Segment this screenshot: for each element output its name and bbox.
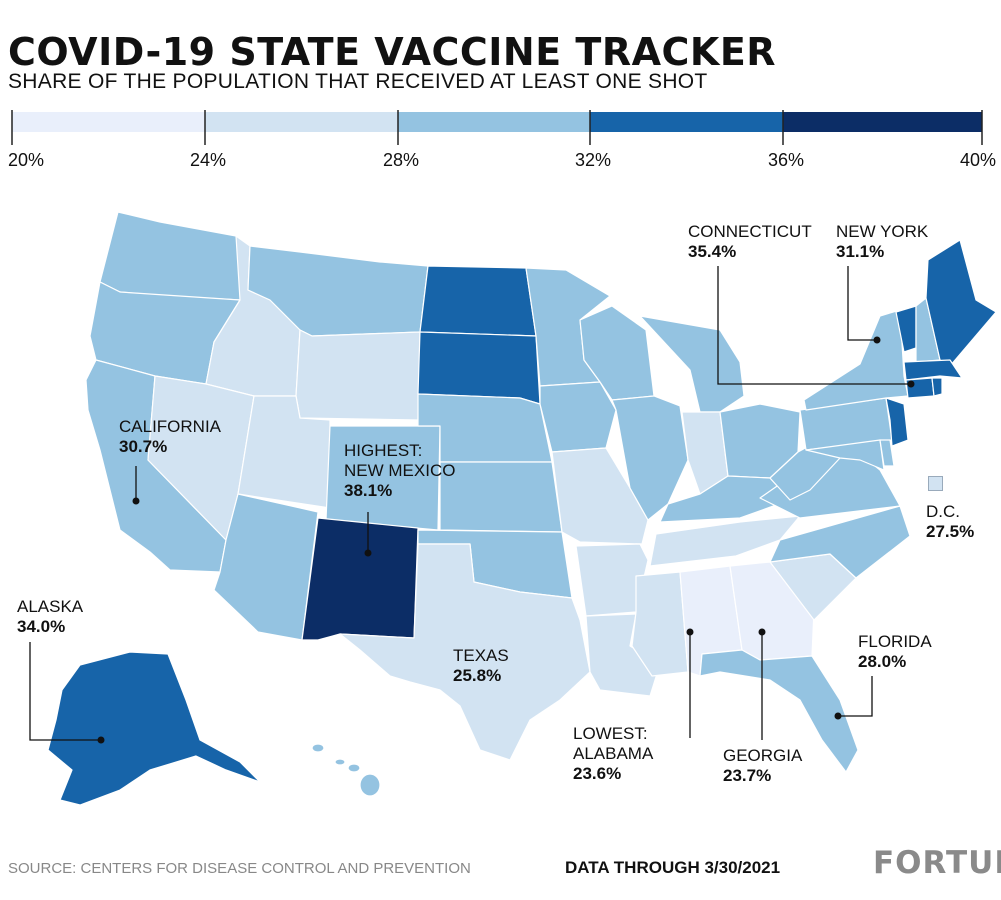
dc-swatch [928,476,943,491]
marker-california [132,497,140,505]
legend-tick-label: 20% [8,150,44,170]
callout-new-york: NEW YORK 31.1% [836,222,928,262]
callout-value: 30.7% [119,437,168,456]
hawaii-island [347,763,361,773]
hawaii-island [311,743,325,753]
state-arizona[interactable] [213,493,319,641]
page-subtitle: SHARE OF THE POPULATION THAT RECEIVED AT… [8,70,708,93]
fortune-logo: FORTUNE [873,845,1001,881]
legend-bin-4 [590,112,783,132]
legend-bin-5 [783,112,982,132]
callout-connecticut: CONNECTICUT 35.4% [688,222,812,262]
callout-value: 31.1% [836,242,885,261]
marker-connecticut [907,380,915,388]
marker-alabama [686,628,694,636]
callout-name: GEORGIA [723,746,803,765]
state-new-york[interactable] [803,309,909,411]
callout-name: ALABAMA [573,744,654,763]
state-maryland[interactable] [805,439,885,471]
callout-alaska: ALASKA 34.0% [17,597,83,637]
source-note: SOURCE: CENTERS FOR DISEASE CONTROL AND … [8,860,471,877]
callout-name: CALIFORNIA [119,417,222,436]
callout-value: 23.7% [723,766,772,785]
callout-name: NEW YORK [836,222,929,241]
hawaii-island [334,758,346,766]
legend-tick-label: 32% [575,150,611,170]
page-title: COVID-19 STATE VACCINE TRACKER [8,30,777,74]
callout-prefix: HIGHEST: [344,441,423,460]
legend-tick-label: 40% [960,150,996,170]
state-missouri[interactable] [551,447,649,545]
leader-line-new-york [847,266,876,341]
callout-name: NEW MEXICO [344,461,456,480]
callout-texas: TEXAS 25.8% [453,646,509,686]
leader-line-florida [838,676,873,717]
callout-name: TEXAS [453,646,509,665]
state-florida[interactable] [699,649,859,773]
state-rhode-island[interactable] [931,377,943,397]
state-washington[interactable] [99,211,251,301]
state-north-dakota[interactable] [419,265,537,337]
callout-name: ALASKA [17,597,84,616]
legend-bin-2 [205,112,398,132]
callout-dc: D.C. 27.5% [926,502,974,542]
state-new-jersey[interactable] [885,397,909,447]
callout-california: CALIFORNIA 30.7% [119,417,221,457]
callout-name: D.C. [926,502,960,521]
legend-bin-1 [12,112,205,132]
legend-tick-label: 28% [383,150,419,170]
state-delaware[interactable] [879,439,895,467]
state-kansas[interactable] [439,461,563,533]
callout-name: CONNECTICUT [688,222,812,241]
legend-tick-label: 36% [768,150,804,170]
leader-line-connecticut [717,266,910,385]
callout-alabama: LOWEST: ALABAMA 23.6% [573,724,653,784]
data-date: DATA THROUGH 3/30/2021 [565,858,781,877]
callout-value: 35.4% [688,242,737,261]
legend-tick-label: 24% [190,150,226,170]
state-new-mexico[interactable] [301,517,419,641]
marker-new-mexico [364,549,372,557]
state-iowa[interactable] [539,381,617,453]
state-hawaii[interactable] [311,743,381,797]
callout-new-mexico: HIGHEST: NEW MEXICO 38.1% [344,441,455,501]
callout-value: 25.8% [453,666,502,685]
callout-value: 28.0% [858,652,907,671]
state-south-dakota[interactable] [417,331,541,405]
callout-value: 27.5% [926,522,975,541]
leader-line-alaska [29,642,100,741]
legend-bin-3 [398,112,590,132]
state-wyoming[interactable] [295,329,421,421]
callout-value: 34.0% [17,617,66,636]
state-alaska[interactable] [47,651,261,806]
callout-value: 38.1% [344,481,393,500]
color-legend: 20% 24% 28% 32% 36% 40% [8,110,996,170]
callout-value: 23.6% [573,764,622,783]
state-massachusetts[interactable] [903,359,963,381]
marker-new-york [873,336,881,344]
state-maine[interactable] [925,239,997,367]
callout-florida: FLORIDA 28.0% [858,632,932,672]
hawaii-island [359,773,381,797]
callout-name: FLORIDA [858,632,932,651]
marker-florida [834,712,842,720]
marker-alaska [97,736,105,744]
marker-georgia [758,628,766,636]
callout-prefix: LOWEST: [573,724,648,743]
callout-georgia: GEORGIA 23.7% [723,746,802,786]
state-texas[interactable] [339,543,591,761]
